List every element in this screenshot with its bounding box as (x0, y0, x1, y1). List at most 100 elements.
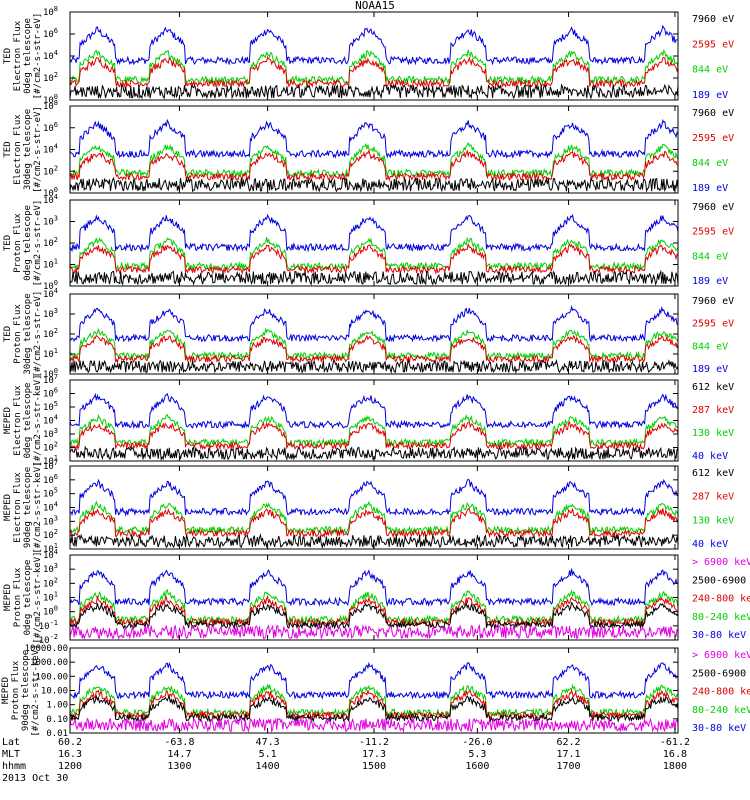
series-7960-ev (70, 83, 678, 100)
y-tick-label: 101 (43, 591, 58, 604)
panel-2-traces (70, 118, 678, 193)
legend-entry: 612 keV (692, 468, 734, 479)
series-2500-6900 (70, 601, 678, 630)
y-axis-label: [#/cm2-s-str-eV] (33, 106, 43, 193)
series-80-240-kev (70, 589, 678, 625)
x-tick-mlt: 5.1 (259, 749, 277, 760)
legend-entry: 40 keV (692, 451, 728, 462)
chart-title: NOAA15 (355, 0, 395, 12)
y-tick-label: 104 (43, 501, 58, 514)
panel-3-traces (70, 213, 678, 286)
y-axis-label: 0deg telescope (23, 205, 33, 281)
series-2595-ev (70, 242, 678, 275)
x-tick-lat: -63.8 (164, 737, 194, 748)
series--6900-kev (70, 717, 678, 733)
series-130-kev (70, 500, 678, 536)
y-tick-label: 104 (43, 49, 58, 62)
y-axis-label: MEPED (3, 494, 13, 521)
legend-entry: 2595 eV (692, 133, 734, 144)
y-axis-label: Proton Flux (13, 567, 23, 627)
y-axis-label: MEPED (3, 584, 13, 611)
y-axis-label: [#/cm2-s-str-eV] (33, 200, 43, 287)
panel-5-traces (70, 392, 678, 461)
x-tick-hhmm: 1500 (362, 761, 386, 772)
x-tick-mlt: 16.8 (663, 749, 687, 760)
series-287-kev (70, 420, 678, 451)
legend-entry: 189 eV (692, 183, 728, 194)
series-2500-6900 (70, 694, 678, 723)
x-tick-mlt: 5.3 (468, 749, 486, 760)
series-844-ev (70, 327, 678, 361)
x-tick-lat: 47.3 (256, 737, 280, 748)
y-axis-label: [#/cm2-s-str-keV] (31, 644, 41, 736)
y-tick-label: 102 (43, 441, 58, 454)
y-tick-label: 102 (43, 528, 58, 541)
x-row-label-mlt: MLT (2, 749, 20, 760)
y-axis-label: [#/cm2-s-str-keV] (33, 551, 43, 643)
series-844-ev (70, 49, 678, 85)
legend-entry: 240-800 keV (692, 594, 750, 605)
y-axis-label: Electron Flux (13, 472, 23, 543)
x-row-label-lat: Lat (2, 737, 20, 748)
legend-entry: 2500-6900 (692, 668, 746, 679)
series-130-kev (70, 413, 678, 448)
panel-8: 0.01 0.10 1.00 10.00 100.00 1000.00 10000.00 ME… (1, 644, 750, 739)
y-axis-label: 0deg telescope (23, 560, 33, 636)
y-tick-label: 103 (43, 307, 58, 320)
legend-entry: 130 keV (692, 428, 734, 439)
x-tick-mlt: 14.7 (167, 749, 191, 760)
series-189-ev (70, 118, 678, 159)
x-tick-lat: -61.2 (660, 737, 690, 748)
legend-entry: 30-80 keV (692, 630, 746, 641)
y-tick-label: 102 (43, 71, 58, 84)
x-tick-mlt: 17.3 (362, 749, 386, 760)
x-tick-lat: -26.0 (462, 737, 492, 748)
y-tick-label: 101 (43, 347, 58, 360)
series-40-kev (70, 478, 678, 517)
panel-frame (69, 105, 679, 194)
y-axis-label: [#/cm2-s-str-keV] (33, 461, 43, 553)
y-axis-label: [#/cm2-s-str-eV] (33, 13, 43, 100)
panel-1-traces (70, 24, 678, 100)
y-axis-label: 0deg telescope (23, 383, 33, 459)
x-row-label-hhmm: hhmm (2, 761, 26, 772)
legend-entry: 2595 eV (692, 39, 734, 50)
y-tick-label: 106 (43, 387, 58, 400)
series-30-80-kev (70, 568, 678, 607)
y-tick-label: 1.00 (46, 701, 68, 711)
y-tick-label: 102 (43, 164, 58, 177)
x-tick-lat: -11.2 (359, 737, 389, 748)
series-240-800-kev (70, 594, 678, 628)
legend-entry: 287 keV (692, 492, 734, 503)
x-tick-hhmm: 1700 (557, 761, 581, 772)
y-axis-label: 90deg telescope (23, 467, 33, 548)
legend-entry: 240-800 keV (692, 687, 750, 698)
x-tick-mlt: 17.1 (557, 749, 581, 760)
x-tick-hhmm: 1800 (663, 761, 687, 772)
y-tick-label: 103 (43, 427, 58, 440)
y-tick-label: 100.00 (35, 672, 68, 682)
legend-entry: 7960 eV (692, 296, 734, 307)
y-tick-label: 102 (43, 327, 58, 340)
panel-7-traces (70, 568, 678, 640)
y-tick-label: 100 (43, 605, 58, 618)
y-axis-label: TED (3, 326, 13, 342)
series-30-80-kev (70, 661, 678, 700)
series-40-kev (70, 392, 678, 430)
legend-entry: 2500-6900 (692, 575, 746, 586)
y-tick-label: 106 (43, 473, 58, 486)
y-axis-label: Proton Flux (13, 304, 23, 364)
y-axis-label: MEPED (1, 677, 11, 704)
legend-entry: 844 eV (692, 251, 728, 262)
x-tick-lat: 62.2 (557, 737, 581, 748)
series-189-ev (70, 213, 678, 253)
series-7960-ev (70, 176, 678, 193)
y-axis-label: TED (3, 141, 13, 157)
y-tick-label: 108 (43, 5, 58, 18)
